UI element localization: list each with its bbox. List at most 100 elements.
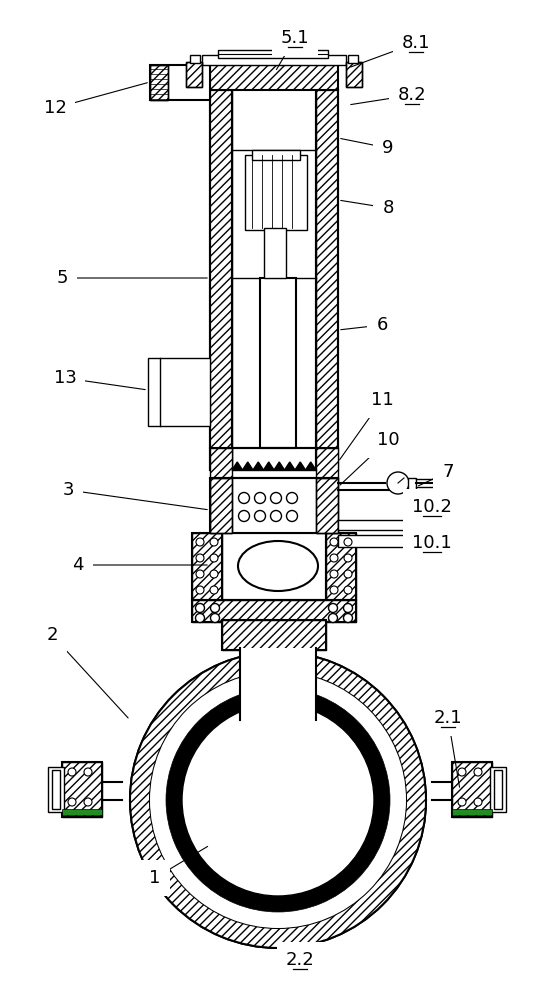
Circle shape xyxy=(196,603,205,612)
Text: 5: 5 xyxy=(56,269,68,287)
Bar xyxy=(240,648,316,728)
Circle shape xyxy=(344,570,352,578)
Bar xyxy=(452,762,492,817)
Bar xyxy=(490,767,506,812)
Polygon shape xyxy=(295,462,305,470)
Bar xyxy=(408,478,416,492)
Circle shape xyxy=(330,538,338,546)
Bar xyxy=(260,278,296,448)
Bar xyxy=(452,762,492,817)
Circle shape xyxy=(387,472,409,494)
Circle shape xyxy=(84,768,92,776)
Text: 12: 12 xyxy=(43,99,66,117)
Text: 10.1: 10.1 xyxy=(412,534,452,552)
Bar xyxy=(338,535,458,547)
Text: 6: 6 xyxy=(376,316,388,334)
Circle shape xyxy=(210,570,218,578)
Text: 7: 7 xyxy=(442,463,454,481)
Text: 2: 2 xyxy=(46,626,58,644)
Bar xyxy=(245,155,307,230)
Circle shape xyxy=(210,538,218,546)
Circle shape xyxy=(182,704,374,896)
Circle shape xyxy=(330,586,338,594)
Circle shape xyxy=(210,586,218,594)
Bar xyxy=(210,478,338,533)
Bar xyxy=(264,228,286,278)
Circle shape xyxy=(474,798,482,806)
Bar xyxy=(148,358,210,426)
Circle shape xyxy=(84,798,92,806)
Bar xyxy=(348,55,358,63)
Circle shape xyxy=(196,554,204,562)
Bar xyxy=(252,150,300,160)
Wedge shape xyxy=(130,652,426,948)
Bar xyxy=(346,62,362,87)
Circle shape xyxy=(344,586,352,594)
Circle shape xyxy=(344,603,353,612)
Bar xyxy=(210,478,232,533)
Bar xyxy=(210,65,338,90)
Circle shape xyxy=(344,554,352,562)
Text: 5.1: 5.1 xyxy=(281,29,309,47)
Bar xyxy=(192,533,222,600)
Circle shape xyxy=(329,603,337,612)
Polygon shape xyxy=(253,462,264,470)
Bar xyxy=(222,533,326,600)
Bar xyxy=(338,520,428,530)
Bar xyxy=(232,90,316,470)
Circle shape xyxy=(474,768,482,776)
Text: 2.2: 2.2 xyxy=(286,951,314,969)
Polygon shape xyxy=(264,462,274,470)
Bar xyxy=(316,478,338,533)
Bar xyxy=(452,809,492,815)
Bar xyxy=(62,762,102,817)
Text: 9: 9 xyxy=(383,139,394,157)
Bar xyxy=(210,90,232,470)
Circle shape xyxy=(68,768,76,776)
Bar xyxy=(186,62,202,87)
Bar xyxy=(316,478,338,533)
Text: 8.1: 8.1 xyxy=(402,34,430,52)
Circle shape xyxy=(196,570,204,578)
Text: 11: 11 xyxy=(371,391,394,409)
Text: 13: 13 xyxy=(53,369,76,387)
Text: 10.2: 10.2 xyxy=(412,498,452,516)
Bar xyxy=(210,90,232,470)
Polygon shape xyxy=(285,462,295,470)
Text: 8: 8 xyxy=(383,199,394,217)
Circle shape xyxy=(211,613,220,622)
Bar xyxy=(192,533,222,600)
Bar xyxy=(52,770,60,809)
Wedge shape xyxy=(166,688,390,912)
Text: 8.2: 8.2 xyxy=(398,86,426,104)
Bar xyxy=(192,600,356,622)
Bar xyxy=(186,62,202,87)
Bar xyxy=(346,62,362,87)
Bar xyxy=(48,767,64,812)
Bar xyxy=(222,620,326,650)
Circle shape xyxy=(344,538,352,546)
Ellipse shape xyxy=(238,541,318,591)
Circle shape xyxy=(329,613,337,622)
Text: 4: 4 xyxy=(72,556,84,574)
Text: 1: 1 xyxy=(150,869,161,887)
Text: 3: 3 xyxy=(62,481,74,499)
Bar xyxy=(210,478,232,533)
Circle shape xyxy=(210,554,218,562)
Bar xyxy=(494,770,502,809)
Bar xyxy=(190,55,200,63)
Bar xyxy=(316,90,338,470)
Polygon shape xyxy=(305,462,316,470)
Bar xyxy=(326,533,356,600)
Text: 2.1: 2.1 xyxy=(434,709,462,727)
Bar xyxy=(62,809,102,815)
Circle shape xyxy=(196,586,204,594)
Bar xyxy=(150,65,168,100)
Bar xyxy=(222,620,326,650)
Polygon shape xyxy=(242,462,253,470)
Bar xyxy=(210,448,232,478)
Bar xyxy=(218,50,328,58)
Bar xyxy=(202,55,346,65)
Bar xyxy=(150,65,168,100)
Circle shape xyxy=(211,603,220,612)
